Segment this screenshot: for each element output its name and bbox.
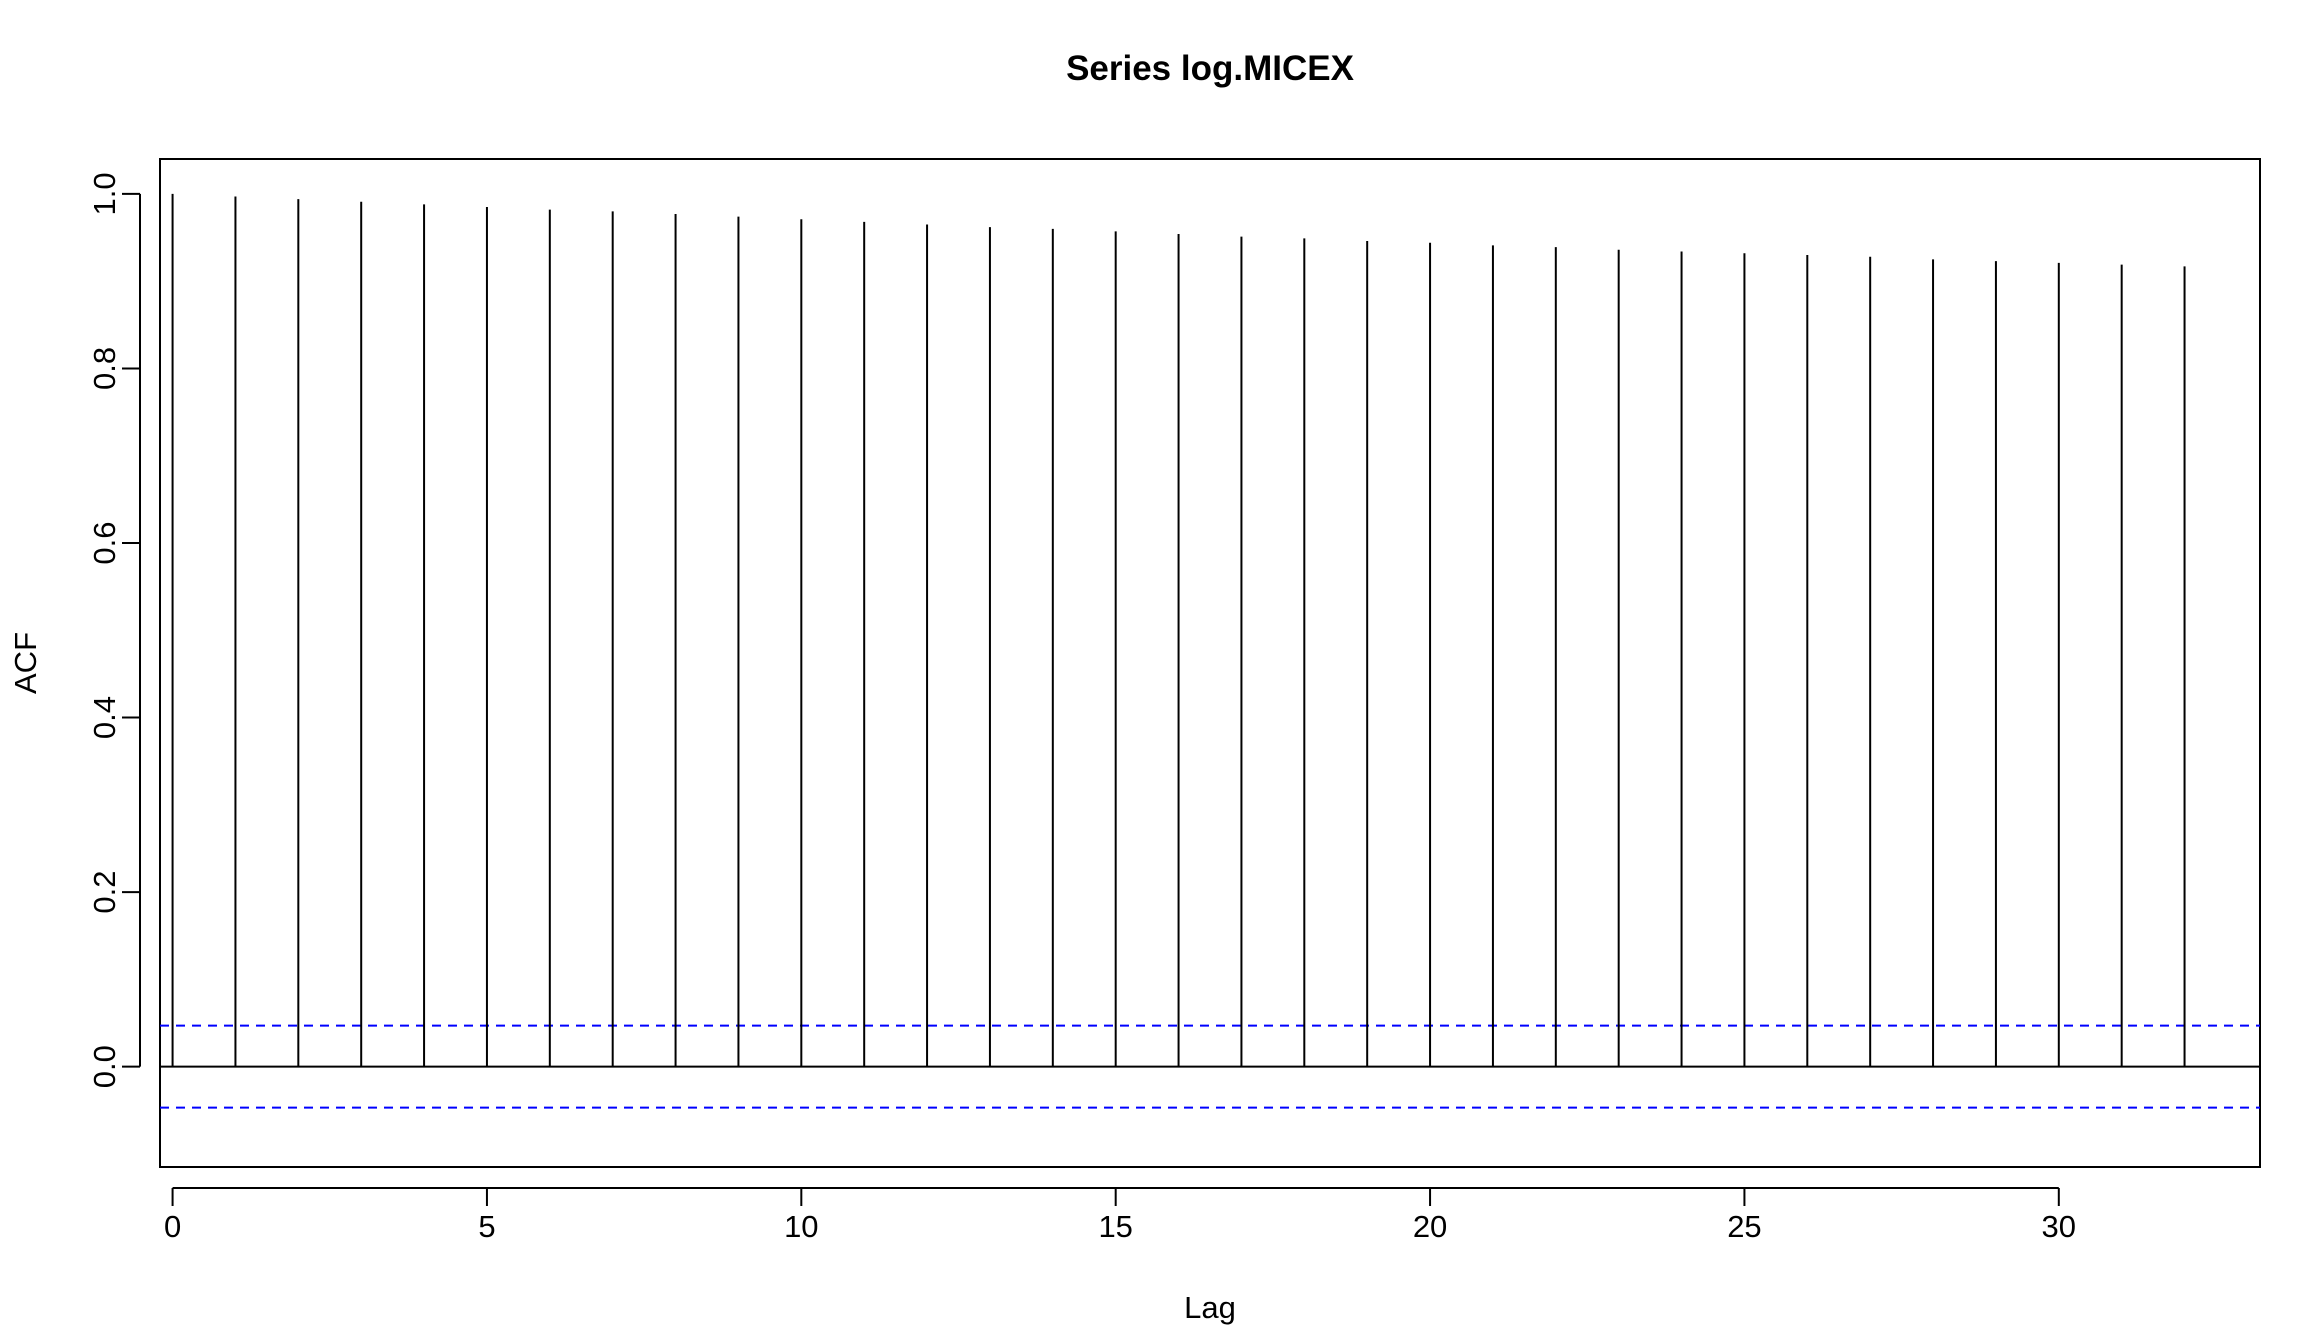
y-tick-label: 1.0 [87,172,122,215]
y-tick-label: 0.4 [87,696,122,739]
x-tick-label: 25 [1727,1209,1761,1244]
x-tick-label: 0 [164,1209,181,1244]
x-tick-label: 20 [1413,1209,1447,1244]
x-tick-label: 15 [1098,1209,1132,1244]
y-tick-label: 0.0 [87,1045,122,1088]
x-axis-title: Lag [1184,1290,1236,1325]
x-tick-label: 5 [478,1209,495,1244]
plot-frame [159,158,2261,1168]
y-tick-label: 0.6 [87,521,122,564]
x-axis: 0 5 10 15 20 25 30 [164,1187,2076,1244]
x-tick-label: 30 [2042,1209,2076,1244]
y-tick-label: 0.2 [87,871,122,914]
x-tick-label: 10 [784,1209,818,1244]
y-axis: 0.0 0.2 0.4 0.6 0.8 1.0 [87,172,141,1088]
y-axis-title: ACF [8,632,43,694]
confidence-bands [160,1024,2260,1109]
chart-title: Series log.MICEX [1066,49,1355,88]
y-tick-label: 0.8 [87,347,122,390]
acf-bars [171,193,2186,1067]
